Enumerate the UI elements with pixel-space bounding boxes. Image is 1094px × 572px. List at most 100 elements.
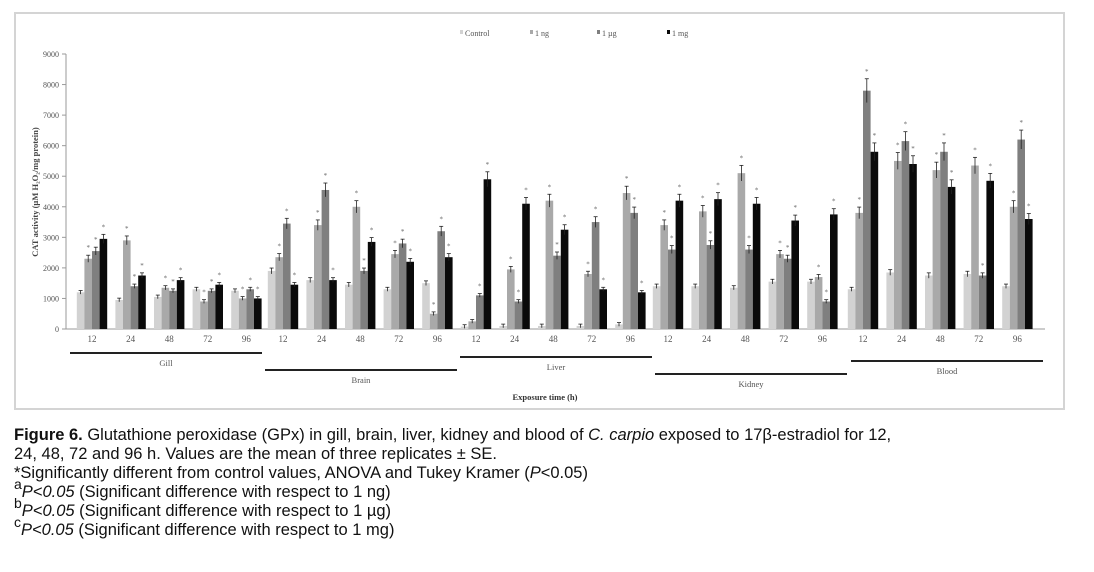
significance-mark: *	[678, 183, 682, 191]
x-tick-label: 96	[626, 334, 636, 344]
x-tick-label: 48	[165, 334, 175, 344]
bar-brain-24-3	[329, 280, 337, 329]
bar-brain-72-0	[383, 289, 392, 329]
bar-kidney-12-2	[668, 249, 676, 329]
bar-kidney-96-3	[830, 214, 838, 329]
y-tick-label: 8000	[43, 81, 59, 90]
significance-mark: *	[625, 175, 629, 183]
species-name: C. carpio	[588, 426, 655, 444]
x-tick-label: 96	[1013, 334, 1023, 344]
significance-mark: *	[432, 301, 436, 309]
bar-blood-12-1	[855, 212, 863, 329]
significance-mark: *	[316, 209, 320, 217]
significance-mark: *	[981, 262, 985, 270]
significance-mark: *	[935, 151, 939, 159]
bar-blood-24-0	[886, 272, 894, 329]
significance-mark: *	[133, 273, 137, 281]
chart-frame: 0 1000 2000 3000 4000 5000 6000 7000 8000 9000 CAT…	[14, 12, 1065, 410]
significance-mark: *	[873, 132, 877, 140]
bar-gill-12-1	[84, 258, 92, 329]
significance-mark: *	[355, 190, 359, 198]
y-tick-label: 0	[55, 325, 59, 334]
significance-mark: *	[865, 68, 869, 76]
x-tick-label: 24	[702, 334, 712, 344]
bar-brain-96-2	[437, 231, 445, 329]
tissue-label-brain: Brain	[352, 375, 372, 385]
bar-blood-72-2	[978, 275, 987, 329]
bar-liver-96-1	[622, 193, 631, 329]
x-tick-label: 24	[897, 334, 907, 344]
significance-mark: *	[563, 214, 567, 222]
significance-mark: *	[824, 289, 828, 297]
bar-kidney-12-3	[675, 200, 684, 329]
x-tick-label: 12	[664, 334, 673, 344]
significance-mark: *	[125, 225, 129, 233]
tissue-label-liver: Liver	[547, 362, 566, 372]
footnote-a: aP<0.05 (Significant difference with res…	[14, 476, 391, 501]
significance-mark: *	[478, 283, 482, 291]
bar-gill-72-1	[200, 301, 208, 329]
figure-label: Figure 6.	[14, 426, 83, 444]
significance-mark: *	[1027, 203, 1031, 211]
bar-chart: 0 1000 2000 3000 4000 5000 6000 7000 8000 9000 CAT…	[30, 29, 1045, 402]
bar-brain-48-2	[360, 270, 368, 329]
bar-liver-24-1	[507, 269, 515, 329]
significance-mark: *	[950, 169, 954, 177]
bar-blood-12-3	[870, 151, 879, 329]
x-tick-label: 12	[279, 334, 288, 344]
bar-liver-12-2	[476, 295, 484, 329]
caption-line-3: *Significantly different from control va…	[14, 464, 588, 482]
significance-mark: *	[179, 267, 183, 275]
legend-label-0: Control	[465, 29, 490, 38]
bar-gill-96-2	[246, 289, 254, 329]
legend-label-3: 1 mg	[672, 29, 688, 38]
significance-mark: *	[793, 204, 797, 212]
significance-mark: *	[778, 239, 782, 247]
significance-mark: *	[241, 286, 245, 294]
bar-gill-24-0	[115, 299, 123, 329]
bar-brain-24-2	[321, 189, 330, 329]
bar-gill-48-3	[176, 280, 185, 329]
bar-gill-48-2	[169, 290, 177, 329]
x-tick-label: 24	[317, 334, 327, 344]
x-tick-label: 48	[356, 334, 366, 344]
bar-blood-24-2	[901, 141, 910, 329]
bar-brain-96-3	[445, 257, 453, 329]
significance-mark: *	[904, 121, 908, 129]
bar-kidney-72-2	[783, 258, 792, 329]
significance-mark: *	[217, 271, 221, 279]
significance-mark: *	[1012, 190, 1016, 198]
significance-mark: *	[256, 286, 260, 294]
bar-gill-12-0	[76, 292, 85, 329]
significance-mark: *	[747, 235, 751, 243]
footnote-c: cP<0.05 (Significant difference with res…	[14, 514, 395, 539]
y-tick-label: 2000	[43, 264, 59, 273]
significance-mark: *	[548, 183, 552, 191]
significance-mark: *	[942, 132, 946, 140]
y-tick-label: 3000	[43, 233, 59, 242]
significance-mark: *	[988, 162, 992, 170]
significance-mark: *	[171, 278, 175, 286]
y-tick-label: 1000	[43, 294, 59, 303]
significance-mark: *	[740, 154, 744, 162]
bar-brain-72-1	[391, 254, 399, 329]
bar-gill-24-2	[130, 286, 139, 329]
bar-gill-96-0	[231, 290, 239, 329]
caption-line-2: 24, 48, 72 and 96 h. Values are the mean…	[14, 445, 497, 463]
bar-liver-96-0	[615, 324, 623, 329]
significance-mark: *	[896, 142, 900, 150]
bar-liver-48-2	[553, 255, 561, 329]
bar-gill-24-1	[123, 240, 131, 329]
significance-mark: *	[277, 243, 281, 251]
y-tick-label: 7000	[43, 111, 59, 120]
bar-brain-12-0	[267, 270, 276, 329]
bar-brain-12-2	[283, 223, 291, 329]
bar-liver-72-2	[591, 222, 600, 329]
bar-brain-12-1	[275, 257, 283, 329]
x-tick-label: 72	[974, 334, 983, 344]
significance-mark: *	[857, 196, 861, 204]
significance-mark: *	[509, 255, 513, 263]
bar-kidney-24-3	[714, 199, 722, 329]
bar-blood-48-1	[932, 170, 941, 329]
significance-mark: *	[486, 161, 490, 169]
